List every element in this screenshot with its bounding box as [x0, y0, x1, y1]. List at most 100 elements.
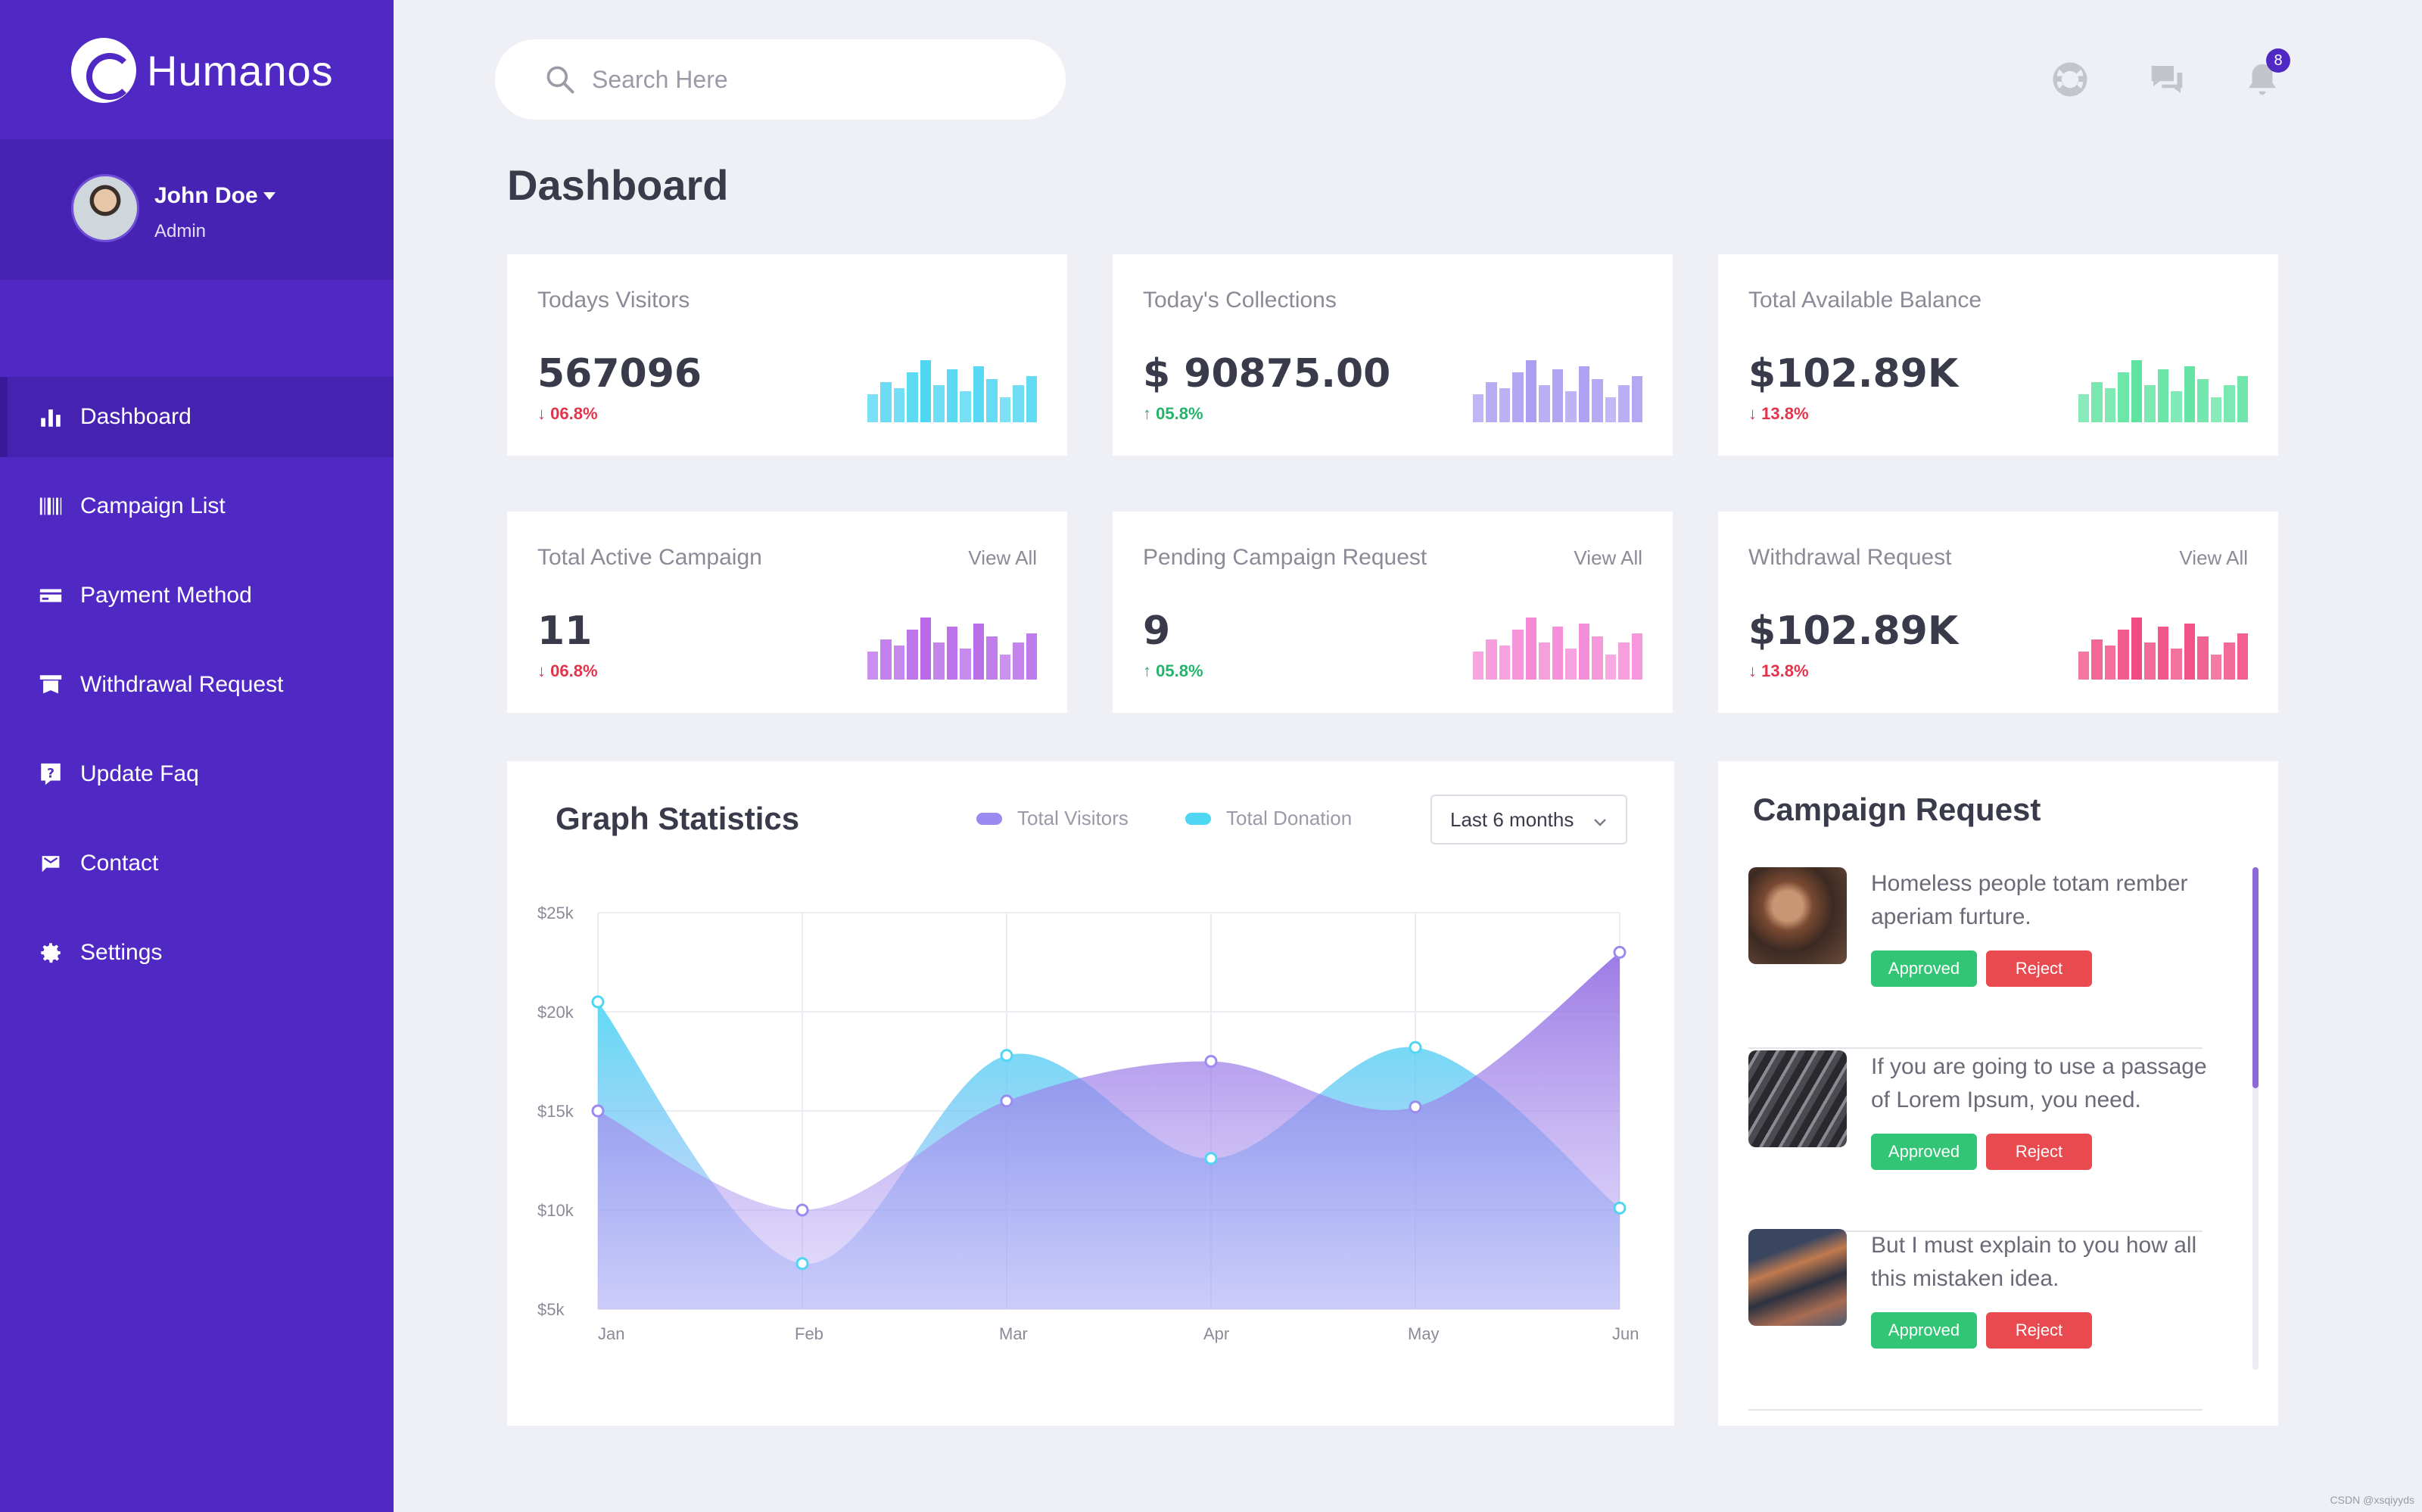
sparkline-bars [2078, 618, 2249, 680]
sparkline-bar [1578, 366, 1590, 422]
sparkline-bar [999, 397, 1011, 422]
campaign-thumbnail [1748, 867, 1847, 964]
sparkline-bar [1013, 384, 1024, 422]
sparkline-bar [867, 652, 879, 680]
campaign-request-text: But I must explain to you how all this m… [1871, 1233, 2197, 1291]
sparkline-bars [1473, 360, 1643, 422]
search-input[interactable] [592, 65, 1016, 94]
sparkline-bar [946, 369, 958, 422]
sparkline-bar [2144, 384, 2156, 422]
sidebar-item-label: Dashboard [80, 404, 191, 429]
sidebar-item-update-faq[interactable]: ? Update Faq [0, 734, 394, 814]
data-point-visitors [1000, 1094, 1013, 1108]
sparkline-bar [2091, 639, 2103, 680]
sidebar-item-settings[interactable]: Settings [0, 913, 394, 993]
card-title: Total Available Balance [1748, 288, 1981, 313]
barcode-icon [38, 493, 64, 519]
range-select[interactable]: Last 6 months [1430, 795, 1627, 845]
data-point-donation [591, 995, 605, 1009]
view-all-link[interactable]: View All [1574, 546, 1642, 569]
sparkline-bar [1026, 633, 1038, 680]
sparkline-bar [1473, 394, 1484, 422]
search-bar[interactable] [495, 39, 1066, 120]
sparkline-bar [2144, 642, 2156, 680]
campaign-thumbnail [1748, 1229, 1847, 1326]
approved-button[interactable]: Approved [1871, 950, 1977, 987]
svg-text:?: ? [47, 766, 54, 781]
sparkline-bar [1552, 369, 1564, 422]
avatar [71, 174, 139, 242]
sidebar-item-withdrawal-request[interactable]: Withdrawal Request [0, 645, 394, 725]
y-tick-label: $20k [537, 1003, 574, 1022]
card-change: ↑ 05.8% [1143, 404, 1203, 423]
sparkline-bar [893, 645, 905, 680]
sparkline-bar [1605, 397, 1617, 422]
view-all-link[interactable]: View All [2179, 546, 2248, 569]
legend-item-donation: Total Donation [1185, 807, 1352, 830]
x-tick-label: May [1408, 1324, 1440, 1343]
campaign-request-card: Campaign Request Homeless people totam r… [1718, 761, 2278, 1426]
sidebar-item-dashboard[interactable]: Dashboard [0, 377, 394, 457]
scrollbar-thumb[interactable] [2252, 867, 2259, 1088]
campaign-request-text: If you are going to use a passage of Lor… [1871, 1054, 2207, 1112]
data-point-visitors [1613, 945, 1627, 959]
stat-card-total-active-campaign: Total Active Campaign View All 11 ↓ 06.8… [507, 512, 1067, 713]
data-point-donation [795, 1257, 809, 1271]
arrow-down-icon: ↓ [1748, 661, 1762, 680]
sparkline-bar [2237, 375, 2249, 422]
y-tick-label: $10k [537, 1201, 574, 1220]
reject-button[interactable]: Reject [1986, 950, 2092, 987]
campaign-thumbnail [1748, 1050, 1847, 1147]
sparkline-bar [1618, 642, 1630, 680]
card-value: $ 90875.00 [1143, 351, 1391, 397]
x-tick-label: Jan [598, 1324, 624, 1343]
sidebar-item-contact[interactable]: Contact [0, 823, 394, 904]
list-item: Homeless people totam rember aperiam fur… [1748, 867, 2203, 1049]
scrollbar-track[interactable] [2252, 867, 2259, 1370]
sparkline-bar [2171, 391, 2182, 422]
sparkline-bar [2184, 624, 2196, 680]
question-icon: ? [38, 761, 64, 787]
sparkline-bar [1512, 630, 1524, 680]
withdrawal-icon [38, 672, 64, 698]
brand[interactable]: Humanos [71, 38, 334, 103]
sidebar-item-campaign-list[interactable]: Campaign List [0, 466, 394, 546]
notification-badge: 8 [2266, 48, 2290, 73]
bell-icon[interactable] [2242, 59, 2283, 100]
sparkline-bars [1473, 618, 1643, 680]
view-all-link[interactable]: View All [968, 546, 1037, 569]
x-tick-label: Feb [795, 1324, 823, 1343]
sidebar-item-label: Update Faq [80, 761, 199, 786]
reject-button[interactable]: Reject [1986, 1312, 2092, 1349]
legend-swatch [1185, 812, 1211, 825]
user-profile[interactable]: John Doe Admin [0, 139, 394, 280]
sparkline-bar [2184, 366, 2196, 422]
sparkline-bars [867, 360, 1038, 422]
stat-card-todays-visitors: Todays Visitors 567096 ↓ 06.8% [507, 254, 1067, 456]
arrow-down-icon: ↓ [1748, 404, 1762, 423]
sparkline-bar [907, 372, 918, 422]
sidebar-item-label: Withdrawal Request [80, 672, 284, 697]
sparkline-bar [1631, 375, 1643, 422]
sparkline-bar [946, 627, 958, 680]
sparkline-bar [1578, 624, 1590, 680]
sparkline-bar [1013, 642, 1024, 680]
arrow-down-icon: ↓ [537, 661, 551, 680]
card-title: Pending Campaign Request [1143, 545, 1427, 570]
approved-button[interactable]: Approved [1871, 1312, 1977, 1349]
sparkline-bar [1565, 649, 1577, 680]
data-point-visitors [1409, 1100, 1422, 1114]
chat-icon[interactable] [2146, 59, 2187, 100]
chevron-down-icon[interactable] [263, 192, 276, 200]
data-point-donation [1000, 1049, 1013, 1062]
graph-statistics-card: Graph Statistics Total Visitors Total Do… [507, 761, 1674, 1426]
series-area-visitors [598, 952, 1620, 1309]
stat-card-total-available-balance: Total Available Balance $102.89K ↓ 13.8% [1718, 254, 2278, 456]
support-icon[interactable] [2050, 59, 2090, 100]
sparkline-bar [1026, 375, 1038, 422]
reject-button[interactable]: Reject [1986, 1134, 2092, 1170]
arrow-down-icon: ↓ [537, 404, 551, 423]
approved-button[interactable]: Approved [1871, 1134, 1977, 1170]
sidebar-item-payment-method[interactable]: Payment Method [0, 555, 394, 636]
y-tick-label: $15k [537, 1102, 574, 1121]
